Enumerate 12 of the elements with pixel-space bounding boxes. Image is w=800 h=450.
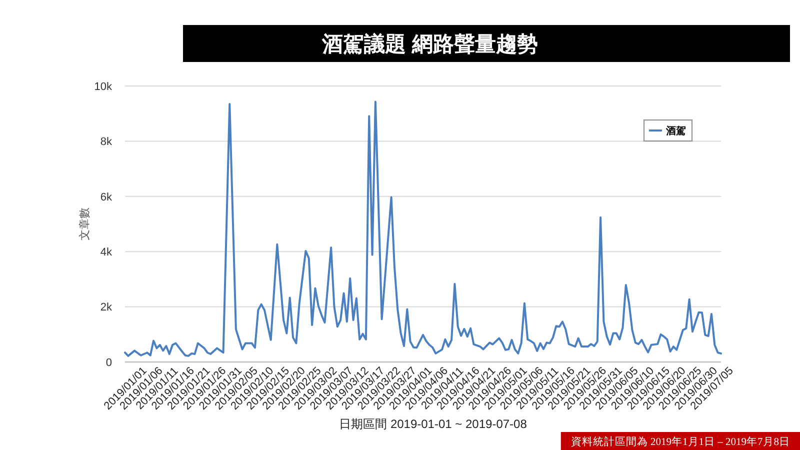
y-tick-label: 6k <box>100 191 112 204</box>
chart-title: 酒駕議題 網路聲量趨勢 <box>321 32 538 56</box>
line-series <box>124 100 722 357</box>
y-tick-label: 8k <box>100 136 112 148</box>
y-tick-label: 4k <box>100 246 112 258</box>
y-tick-label: 2k <box>100 302 112 314</box>
y-tick-label: 10k <box>94 80 112 93</box>
x-axis-title: 日期區間 2019-01-01 ~ 2019-07-08 <box>339 417 528 431</box>
y-axis-title: 文章數 <box>78 208 91 240</box>
y-tick-label: 0 <box>106 356 112 369</box>
text: 資料統計區間為 2019年1月1日 – 2019年7月8日 <box>570 435 790 448</box>
legend-label: 酒駕 <box>665 125 686 137</box>
